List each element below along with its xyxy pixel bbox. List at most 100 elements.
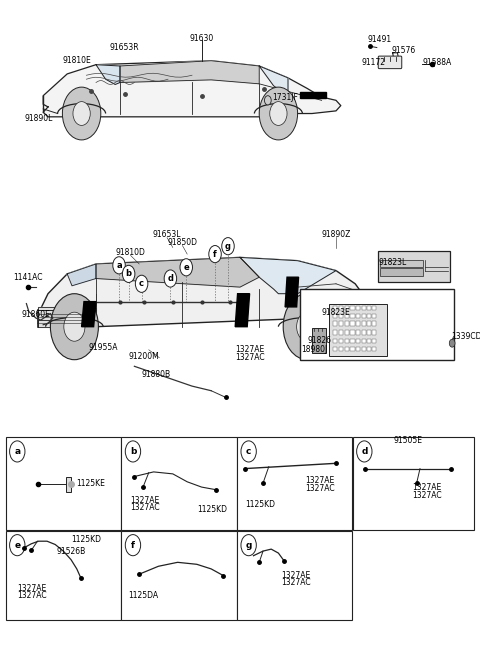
Polygon shape bbox=[38, 257, 365, 327]
Text: 1125DA: 1125DA bbox=[129, 591, 159, 600]
Text: 1327AC: 1327AC bbox=[235, 353, 265, 362]
Text: d: d bbox=[168, 274, 173, 283]
Polygon shape bbox=[285, 277, 299, 307]
Bar bbox=[372, 339, 376, 343]
Text: c: c bbox=[139, 279, 144, 288]
Bar bbox=[6, 437, 121, 530]
Bar bbox=[367, 330, 371, 335]
Text: 91823L: 91823L bbox=[379, 258, 407, 267]
Text: 91810E: 91810E bbox=[62, 56, 91, 65]
Text: 91630: 91630 bbox=[190, 34, 214, 43]
Bar bbox=[237, 531, 352, 620]
Text: c: c bbox=[246, 447, 252, 456]
Polygon shape bbox=[67, 264, 96, 286]
Text: 91526B: 91526B bbox=[57, 546, 86, 556]
Polygon shape bbox=[96, 65, 120, 84]
Bar bbox=[333, 314, 337, 318]
Circle shape bbox=[125, 535, 141, 556]
Text: 18980J: 18980J bbox=[301, 345, 328, 354]
Circle shape bbox=[50, 294, 98, 360]
Text: b: b bbox=[130, 447, 136, 456]
Circle shape bbox=[222, 238, 234, 255]
Circle shape bbox=[122, 265, 135, 282]
Bar bbox=[333, 330, 337, 335]
Polygon shape bbox=[38, 307, 96, 327]
Text: 1125KD: 1125KD bbox=[197, 505, 227, 514]
Bar bbox=[339, 339, 343, 343]
Bar bbox=[121, 531, 237, 620]
Circle shape bbox=[10, 441, 25, 462]
Bar bbox=[356, 306, 360, 310]
Polygon shape bbox=[43, 61, 341, 117]
Text: g: g bbox=[225, 242, 231, 251]
Bar bbox=[237, 437, 352, 530]
Bar bbox=[339, 346, 343, 351]
Bar bbox=[356, 330, 360, 335]
Circle shape bbox=[125, 441, 141, 462]
Text: 1327AE: 1327AE bbox=[17, 584, 46, 593]
Bar bbox=[367, 339, 371, 343]
Text: 1339CD: 1339CD bbox=[451, 332, 480, 341]
Bar bbox=[339, 321, 343, 326]
Text: e: e bbox=[183, 263, 189, 272]
Text: 91826: 91826 bbox=[307, 336, 331, 345]
Circle shape bbox=[241, 535, 256, 556]
Text: 1731JF: 1731JF bbox=[273, 92, 299, 102]
Text: 1125KE: 1125KE bbox=[76, 479, 105, 488]
Text: 91491: 91491 bbox=[367, 35, 391, 44]
Text: 91588A: 91588A bbox=[422, 58, 451, 67]
Text: a: a bbox=[116, 261, 122, 270]
Bar bbox=[350, 321, 355, 326]
Text: 1327AE: 1327AE bbox=[305, 476, 334, 485]
Text: 91653L: 91653L bbox=[153, 230, 181, 240]
Text: 1327AC: 1327AC bbox=[131, 503, 160, 512]
Text: 1327AE: 1327AE bbox=[131, 496, 160, 505]
Text: 91810D: 91810D bbox=[116, 248, 145, 257]
Circle shape bbox=[357, 441, 372, 462]
Bar bbox=[362, 339, 366, 343]
Circle shape bbox=[264, 96, 271, 105]
Bar bbox=[333, 346, 337, 351]
Bar bbox=[339, 314, 343, 318]
Circle shape bbox=[73, 102, 90, 125]
Bar bbox=[333, 321, 337, 326]
Bar bbox=[345, 321, 349, 326]
Circle shape bbox=[283, 294, 331, 360]
Text: d: d bbox=[361, 447, 368, 456]
Polygon shape bbox=[120, 61, 259, 84]
Bar bbox=[367, 346, 371, 351]
Circle shape bbox=[449, 339, 455, 347]
Bar bbox=[362, 314, 366, 318]
FancyBboxPatch shape bbox=[378, 56, 402, 69]
Text: 91955A: 91955A bbox=[88, 343, 118, 352]
Bar bbox=[345, 314, 349, 318]
Bar bbox=[350, 330, 355, 335]
Polygon shape bbox=[240, 257, 336, 294]
Text: 91890Z: 91890Z bbox=[321, 230, 351, 239]
Bar bbox=[372, 330, 376, 335]
Text: 91653R: 91653R bbox=[109, 43, 139, 52]
Text: 91505E: 91505E bbox=[394, 436, 422, 446]
Text: 1327AC: 1327AC bbox=[412, 490, 442, 500]
Bar bbox=[300, 289, 454, 360]
Text: 1327AC: 1327AC bbox=[281, 578, 311, 587]
Bar bbox=[350, 314, 355, 318]
Circle shape bbox=[270, 102, 287, 125]
Text: 1327AC: 1327AC bbox=[17, 591, 47, 601]
Bar bbox=[345, 306, 349, 310]
Bar bbox=[367, 314, 371, 318]
Bar bbox=[362, 321, 366, 326]
Circle shape bbox=[135, 275, 148, 292]
Bar bbox=[367, 306, 371, 310]
Text: 1327AE: 1327AE bbox=[281, 571, 310, 580]
Polygon shape bbox=[96, 257, 259, 287]
Bar bbox=[345, 346, 349, 351]
Text: 1125KD: 1125KD bbox=[245, 500, 275, 509]
Text: 1141AC: 1141AC bbox=[13, 273, 43, 282]
Bar bbox=[362, 346, 366, 351]
Circle shape bbox=[259, 87, 298, 140]
Text: 1125KD: 1125KD bbox=[71, 535, 101, 544]
Bar bbox=[350, 346, 355, 351]
Text: g: g bbox=[245, 541, 252, 550]
Bar bbox=[372, 346, 376, 351]
